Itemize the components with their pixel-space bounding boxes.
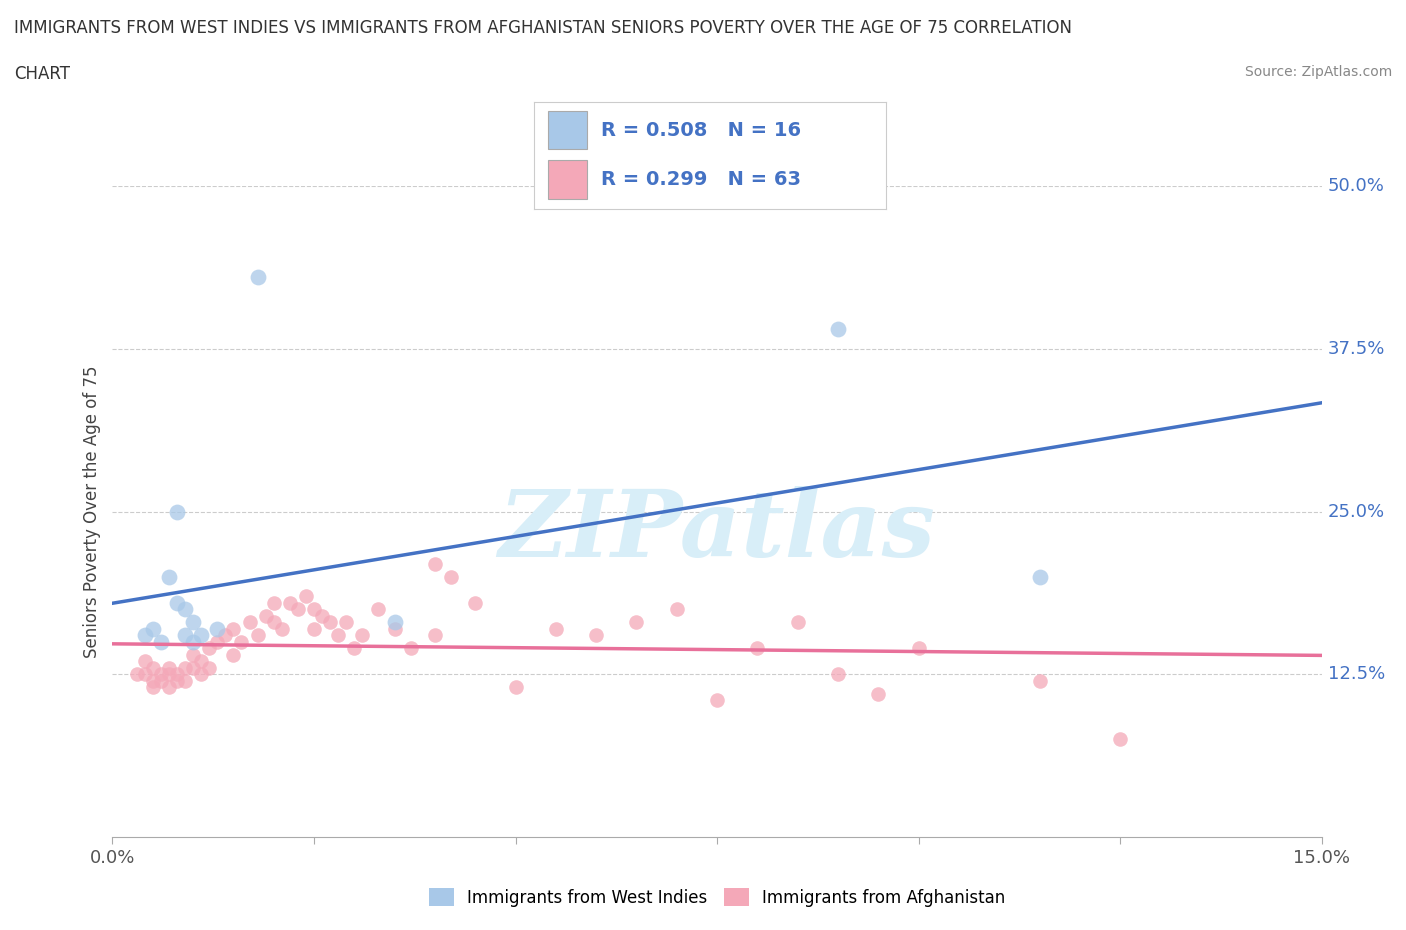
Point bbox=[343, 641, 366, 656]
Point bbox=[190, 628, 212, 643]
Point bbox=[319, 615, 342, 630]
Point bbox=[295, 589, 318, 604]
Point bbox=[174, 628, 197, 643]
Point bbox=[166, 673, 188, 688]
Point bbox=[134, 628, 156, 643]
Point bbox=[157, 667, 180, 682]
Point bbox=[198, 660, 221, 675]
Text: Source: ZipAtlas.com: Source: ZipAtlas.com bbox=[1244, 65, 1392, 79]
Point bbox=[352, 628, 374, 643]
Point bbox=[505, 680, 527, 695]
Point bbox=[181, 634, 204, 649]
Point bbox=[827, 667, 849, 682]
Point bbox=[328, 628, 350, 643]
Point bbox=[207, 634, 229, 649]
Point bbox=[827, 322, 849, 337]
Point bbox=[238, 615, 260, 630]
Text: R = 0.299   N = 63: R = 0.299 N = 63 bbox=[602, 170, 801, 189]
Point bbox=[423, 556, 446, 571]
Point bbox=[190, 654, 212, 669]
Point bbox=[181, 660, 204, 675]
Point bbox=[157, 569, 180, 584]
Point bbox=[174, 660, 197, 675]
Point bbox=[278, 595, 301, 610]
Point bbox=[907, 641, 929, 656]
Point bbox=[207, 621, 229, 636]
Point bbox=[231, 634, 253, 649]
Point bbox=[706, 693, 728, 708]
Point bbox=[270, 621, 292, 636]
Text: IMMIGRANTS FROM WEST INDIES VS IMMIGRANTS FROM AFGHANISTAN SENIORS POVERTY OVER : IMMIGRANTS FROM WEST INDIES VS IMMIGRANT… bbox=[14, 19, 1071, 36]
Point bbox=[585, 628, 607, 643]
Point bbox=[166, 595, 188, 610]
Text: R = 0.508   N = 16: R = 0.508 N = 16 bbox=[602, 121, 801, 140]
Legend: Immigrants from West Indies, Immigrants from Afghanistan: Immigrants from West Indies, Immigrants … bbox=[422, 882, 1012, 913]
Point bbox=[142, 673, 165, 688]
Point bbox=[174, 673, 197, 688]
Point bbox=[1028, 569, 1050, 584]
Point bbox=[440, 569, 463, 584]
Point bbox=[384, 621, 406, 636]
Point bbox=[626, 615, 648, 630]
Point bbox=[544, 621, 567, 636]
Point bbox=[181, 615, 204, 630]
Text: ZIPatlas: ZIPatlas bbox=[499, 486, 935, 576]
Point bbox=[142, 621, 165, 636]
Point bbox=[222, 647, 245, 662]
Point bbox=[134, 667, 156, 682]
Y-axis label: Seniors Poverty Over the Age of 75: Seniors Poverty Over the Age of 75 bbox=[83, 365, 101, 658]
Point bbox=[423, 628, 446, 643]
Point bbox=[868, 686, 890, 701]
Point bbox=[142, 680, 165, 695]
Point bbox=[399, 641, 422, 656]
Point bbox=[287, 602, 309, 617]
Point bbox=[786, 615, 808, 630]
Point bbox=[311, 608, 333, 623]
Point bbox=[157, 660, 180, 675]
Point bbox=[747, 641, 769, 656]
Text: 25.0%: 25.0% bbox=[1327, 502, 1385, 521]
Point bbox=[302, 602, 325, 617]
Point bbox=[157, 680, 180, 695]
Point bbox=[190, 667, 212, 682]
Point bbox=[149, 667, 172, 682]
Text: 12.5%: 12.5% bbox=[1327, 665, 1385, 684]
Point bbox=[302, 621, 325, 636]
Point bbox=[149, 673, 172, 688]
FancyBboxPatch shape bbox=[548, 111, 588, 150]
Text: 37.5%: 37.5% bbox=[1327, 339, 1385, 358]
Point bbox=[166, 504, 188, 519]
Point bbox=[149, 634, 172, 649]
Point bbox=[665, 602, 688, 617]
Point bbox=[166, 667, 188, 682]
Point bbox=[134, 654, 156, 669]
Point bbox=[384, 615, 406, 630]
Text: CHART: CHART bbox=[14, 65, 70, 83]
Point bbox=[198, 641, 221, 656]
Point bbox=[125, 667, 148, 682]
Point bbox=[174, 602, 197, 617]
Point bbox=[1109, 732, 1132, 747]
Point bbox=[222, 621, 245, 636]
Point bbox=[464, 595, 486, 610]
Point bbox=[1028, 673, 1050, 688]
Point bbox=[263, 615, 285, 630]
Point bbox=[181, 647, 204, 662]
Point bbox=[263, 595, 285, 610]
Point bbox=[367, 602, 389, 617]
Text: 50.0%: 50.0% bbox=[1327, 177, 1385, 195]
Point bbox=[335, 615, 357, 630]
Point bbox=[254, 608, 277, 623]
Point bbox=[246, 270, 269, 285]
Point bbox=[246, 628, 269, 643]
FancyBboxPatch shape bbox=[548, 160, 588, 199]
Point bbox=[214, 628, 236, 643]
Point bbox=[142, 660, 165, 675]
